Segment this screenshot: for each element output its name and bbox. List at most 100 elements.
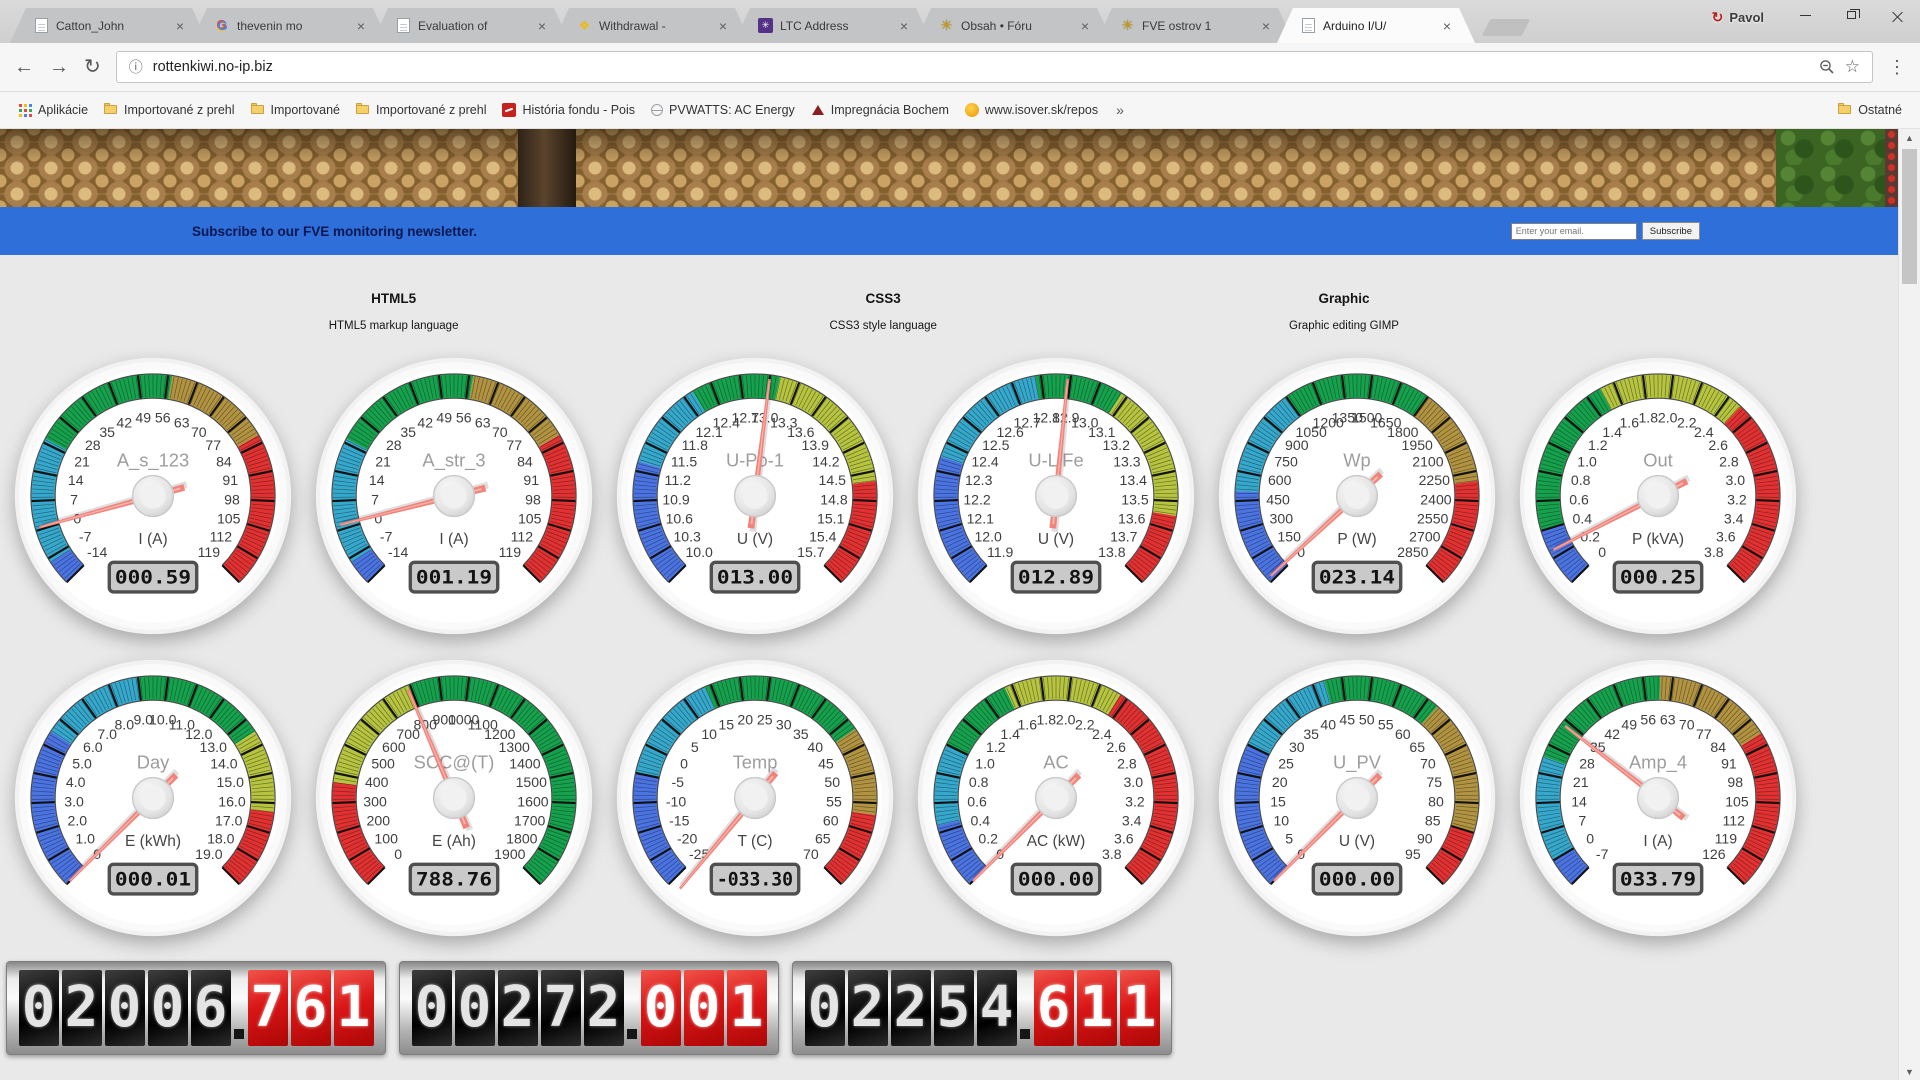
gauge-scale-label: 14.5 xyxy=(818,472,846,488)
tab-3[interactable]: Evaluation of × xyxy=(372,8,570,43)
bookmark-7[interactable]: Impregnácia Bochem xyxy=(803,92,957,128)
gauge-scale-label: 2.2 xyxy=(1074,716,1094,732)
gauge-scale-label: 3.2 xyxy=(1125,793,1145,809)
gauge-unit: E (Ah) xyxy=(432,833,476,850)
tab-close-icon[interactable]: × xyxy=(175,17,184,34)
tab-close-icon[interactable]: × xyxy=(1261,17,1270,34)
bookmark-4[interactable]: Importované z prehl xyxy=(348,92,494,128)
gauge-unit: I (A) xyxy=(138,531,167,548)
gauge-scale-label: 70 xyxy=(190,424,206,440)
gauge-scale-label: 7.0 xyxy=(97,726,117,742)
subscribe-button[interactable]: Subscribe xyxy=(1641,222,1700,240)
gauge-scale-label: 1700 xyxy=(514,813,546,829)
gauge-scale-label: 35 xyxy=(1589,739,1605,755)
gauge-scale-label: 49 xyxy=(436,410,452,426)
tab-4[interactable]: Withdrawal - × xyxy=(553,8,751,43)
gauge-unit: I (A) xyxy=(1643,833,1672,850)
reload-button[interactable]: ↻ xyxy=(84,56,101,78)
sun-icon xyxy=(1120,18,1135,33)
tab-5[interactable]: LTC Address × xyxy=(734,8,932,43)
scrollbar-thumb[interactable] xyxy=(1902,149,1917,284)
tab-label: LTC Address xyxy=(780,18,849,33)
seven-seg-digit: 2 xyxy=(497,970,538,1046)
tab-close-icon[interactable]: × xyxy=(537,17,546,34)
url-text[interactable]: rottenkiwi.no-ip.biz xyxy=(152,59,273,75)
gauge-scale-label: 2.8 xyxy=(1719,453,1739,469)
tab-close-icon[interactable]: × xyxy=(718,17,727,34)
gauge-scale-label: 3.0 xyxy=(1123,774,1143,790)
gauge-scale-label: 2400 xyxy=(1420,491,1452,507)
site-orange-icon xyxy=(964,103,979,117)
bookmark-1[interactable]: Aplikácie xyxy=(10,92,96,128)
gauge-zone-red xyxy=(1124,511,1176,583)
gauge-scale-label: 1800 xyxy=(506,831,538,847)
tab-1[interactable]: Catton_John × xyxy=(10,8,208,43)
bookmark-label: Ostatné xyxy=(1858,103,1902,117)
newsletter-banner: Subscribe to our FVE monitoring newslett… xyxy=(0,207,1920,255)
scroll-down-icon[interactable]: ▼ xyxy=(1905,1066,1914,1077)
scroll-up-icon[interactable]: ▲ xyxy=(1905,132,1914,143)
gauge-cell-U_PV: 05101520253035404550556065707580859095U_… xyxy=(1206,657,1507,939)
tab-8[interactable]: Arduino I/U/ × xyxy=(1277,8,1475,43)
minimize-button[interactable] xyxy=(1782,0,1828,30)
gauge-scale-label: 105 xyxy=(1725,793,1749,809)
bookmarks-other-folder[interactable]: Ostatné xyxy=(1830,92,1910,128)
wood-post xyxy=(518,129,576,207)
gauge-scale-label: 45 xyxy=(1339,712,1355,728)
gauge-scale-label: 12.1 xyxy=(966,511,994,527)
gauge-zone-red xyxy=(823,811,876,885)
document-icon xyxy=(1301,18,1316,33)
seven-seg-digit: 2 xyxy=(61,970,102,1046)
page-scrollbar[interactable]: ▲ ▼ xyxy=(1898,129,1920,1080)
bookmark-2[interactable]: Importované z prehl xyxy=(96,92,242,128)
seven-seg-digit: 7 xyxy=(247,970,288,1046)
bookmark-6[interactable]: PVWATTS: AC Energy xyxy=(643,92,803,128)
address-bar[interactable]: ⓘ rottenkiwi.no-ip.biz ☆ xyxy=(115,51,1873,83)
gauge-scale-label: 300 xyxy=(1269,511,1293,527)
back-button[interactable]: ← xyxy=(14,56,34,78)
seven-seg-digit: 2 xyxy=(583,970,624,1046)
gauge-scale-label: 14.8 xyxy=(820,491,848,507)
menu-icon[interactable]: ⋮ xyxy=(1888,56,1906,77)
tab-close-icon[interactable]: × xyxy=(899,17,908,34)
gauge-scale-label: 3.0 xyxy=(64,793,84,809)
zoom-out-icon[interactable] xyxy=(1819,59,1835,75)
bookmark-5[interactable]: História fondu - Pois xyxy=(494,92,643,128)
gauge-scale-label: 11.8 xyxy=(681,437,708,453)
gauge-scale-label: 42 xyxy=(116,414,132,430)
gauge-scale-label: 85 xyxy=(1424,813,1440,829)
gauge-scale-label: 119 xyxy=(498,544,521,560)
restore-button[interactable] xyxy=(1828,0,1874,30)
bookmarks-overflow-chevron[interactable]: » xyxy=(1116,102,1124,118)
tab-6[interactable]: Obsah • Fóru × xyxy=(915,8,1113,43)
gauge-scale-label: 30 xyxy=(1288,739,1304,755)
gauge-title: U-Po-1 xyxy=(725,449,783,470)
close-button[interactable] xyxy=(1874,0,1920,30)
new-tab-button[interactable] xyxy=(1481,19,1531,36)
gauge-title: U-L Fe xyxy=(1028,449,1083,470)
tab-7[interactable]: FVE ostrov 1 × xyxy=(1096,8,1294,43)
tab-close-icon[interactable]: × xyxy=(1442,17,1451,34)
bookmark-star-icon[interactable]: ☆ xyxy=(1844,57,1860,76)
tab-2[interactable]: thevenin mo × xyxy=(191,8,389,43)
tab-close-icon[interactable]: × xyxy=(356,17,365,34)
gauge-scale-label: 12.4 xyxy=(712,414,740,430)
section-headers: HTML5 HTML5 markup language CSS3 CSS3 style… xyxy=(0,291,1920,355)
bookmark-label: Aplikácie xyxy=(38,103,89,117)
bookmark-3[interactable]: Importované xyxy=(243,92,348,128)
tab-close-icon[interactable]: × xyxy=(1080,17,1089,34)
page-info-icon[interactable]: ⓘ xyxy=(128,59,143,75)
gauge-SCC@(T): 0100200300400500600700800900100011001200… xyxy=(315,659,592,937)
gauge-scale-label: 10.0 xyxy=(685,544,713,560)
tab-label: Catton_John xyxy=(56,18,125,33)
bookmark-8[interactable]: www.isover.sk/repos xyxy=(957,92,1106,128)
gauge-scale-label: 1.2 xyxy=(985,739,1005,755)
email-input[interactable] xyxy=(1510,222,1637,240)
profile-badge[interactable]: Pavol xyxy=(1712,9,1764,26)
gauge-scale-label: 28 xyxy=(385,437,401,453)
forward-button[interactable]: → xyxy=(49,56,69,78)
gauge-scale-label: 35 xyxy=(99,424,115,440)
gauge-scale-label: 91 xyxy=(1721,755,1737,771)
gauge-scale-label: 3.6 xyxy=(1716,529,1736,545)
